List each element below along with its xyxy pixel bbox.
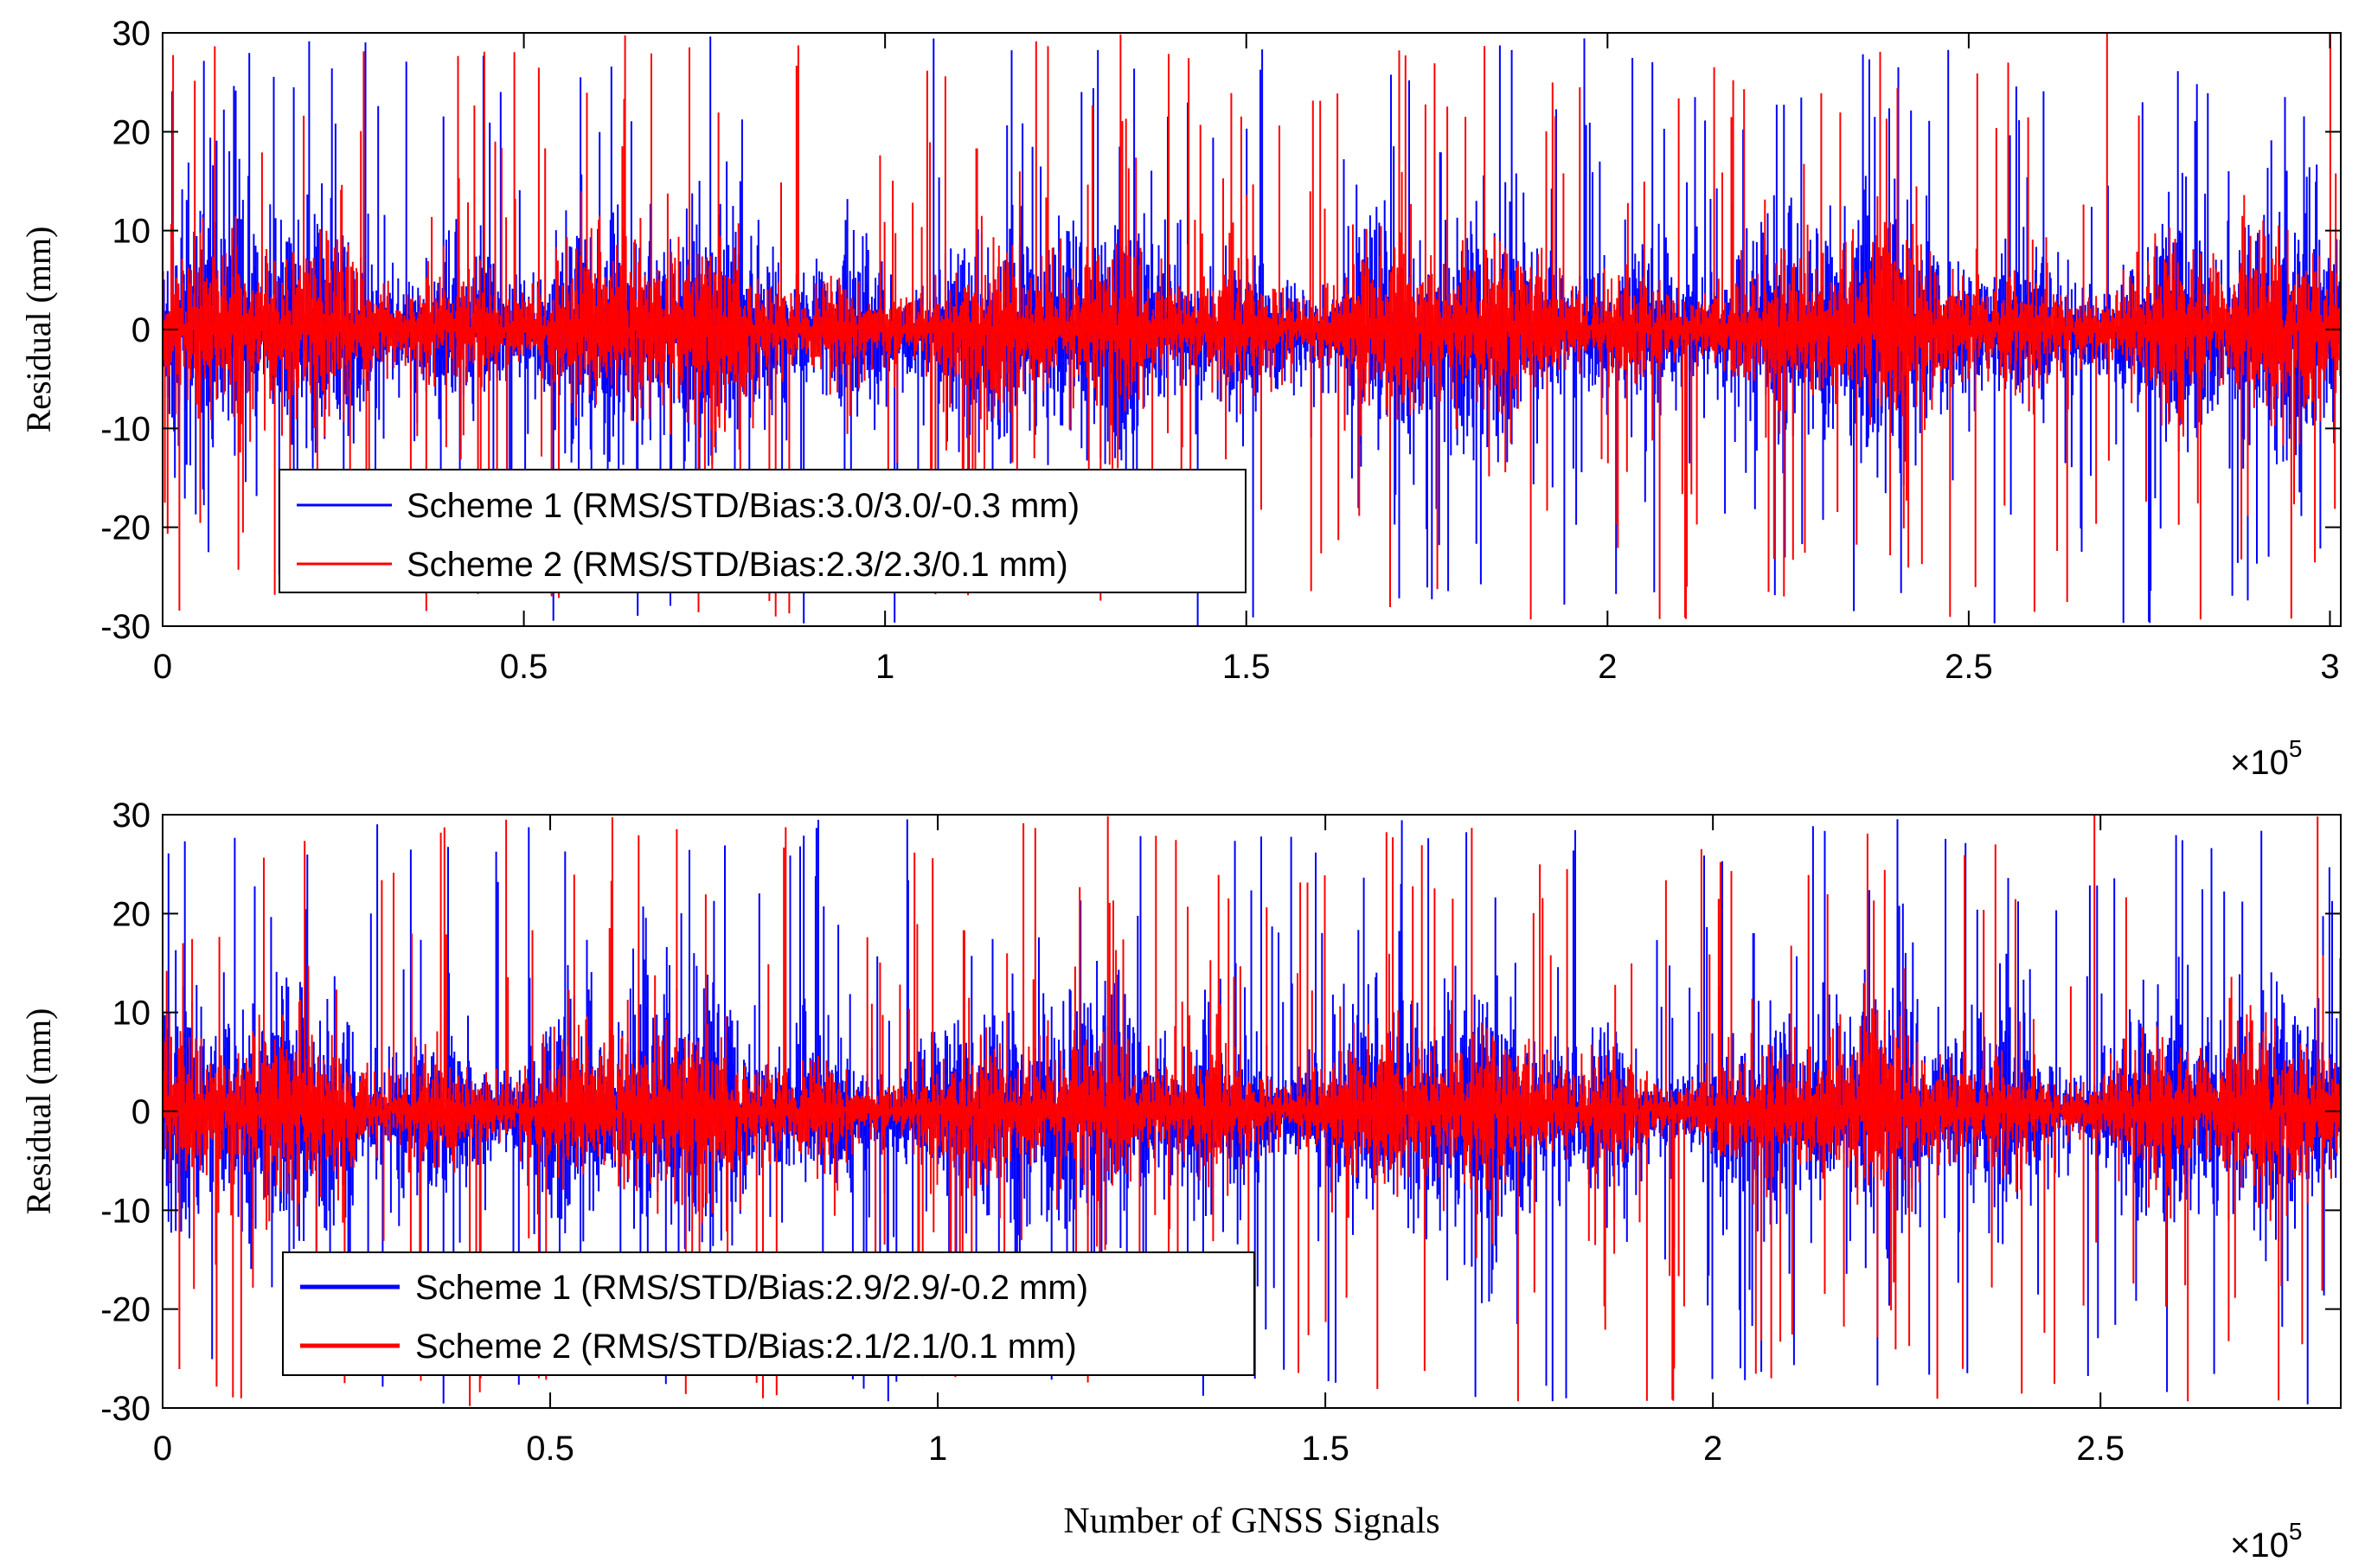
top-legend: Scheme 1 (RMS/STD/Bias:3.0/3.0/-0.3 mm) … (279, 469, 1247, 593)
y-tick-label: -30 (100, 608, 151, 646)
x-tick-label: 0 (153, 648, 172, 686)
x-tick-label: 1 (928, 1430, 947, 1468)
y-tick-label: 10 (112, 213, 151, 251)
x-tick-label: 2 (1598, 648, 1617, 686)
bottom-legend-scheme-2: Scheme 2 (RMS/STD/Bias:2.1/2.1/0.1 mm) (415, 1328, 1077, 1366)
y-tick-label: -10 (100, 1192, 151, 1230)
y-tick-label: 30 (112, 797, 151, 835)
top-x-ticks: 0 0.5 1 1.5 2 2.5 3 (153, 33, 2340, 686)
y-tick-label: -30 (100, 1390, 151, 1428)
bottom-legend: Scheme 1 (RMS/STD/Bias:2.9/2.9/-0.2 mm) … (282, 1251, 1255, 1376)
x-tick-label: 3 (2320, 648, 2339, 686)
top-legend-scheme-2: Scheme 2 (RMS/STD/Bias:2.3/2.3/0.1 mm) (407, 546, 1068, 584)
top-legend-scheme-1: Scheme 1 (RMS/STD/Bias:3.0/3.0/-0.3 mm) (407, 487, 1080, 525)
y-tick-label: 30 (112, 15, 151, 53)
x-tick-label: 0 (153, 1430, 172, 1468)
top-x-exponent: ×105 (2230, 735, 2302, 782)
y-tick-label: 10 (112, 995, 151, 1033)
y-tick-label: -20 (100, 1291, 151, 1329)
y-tick-label: -20 (100, 509, 151, 547)
x-tick-label: 1.5 (1301, 1430, 1349, 1468)
bottom-residual-plot: 30 20 10 0 -10 -20 -30 0 0.5 1 1.5 2 2.5 Residual (… (19, 797, 2342, 1565)
bottom-legend-box (282, 1251, 1255, 1376)
x-tick-label: 2.5 (1945, 648, 1993, 686)
x-tick-label: 1.5 (1222, 648, 1271, 686)
x-tick-label: 2 (1703, 1430, 1722, 1468)
y-tick-label: 20 (112, 113, 151, 151)
x-tick-label: 2.5 (2076, 1430, 2125, 1468)
x-tick-label: 0.5 (526, 1430, 574, 1468)
x-tick-label: 0.5 (500, 648, 548, 686)
bottom-x-exponent: ×105 (2230, 1518, 2302, 1565)
top-residual-plot: 30 20 10 0 -10 -20 -30 0 0.5 1 1.5 2 2.5 3 Residual … (19, 15, 2342, 782)
bottom-x-axis-label: Number of GNSS Signals (1063, 1501, 1439, 1541)
y-tick-label: 20 (112, 895, 151, 933)
top-y-ticks: 30 20 10 0 -10 -20 -30 (100, 15, 2341, 646)
y-tick-label: -10 (100, 410, 151, 448)
top-legend-box (279, 469, 1247, 593)
bottom-y-ticks: 30 20 10 0 -10 -20 -30 (100, 797, 2341, 1428)
y-tick-label: 0 (131, 1093, 151, 1131)
x-tick-label: 1 (875, 648, 894, 686)
y-tick-label: 0 (131, 311, 151, 349)
top-y-axis-label: Residual (mm) (19, 227, 58, 433)
bottom-legend-scheme-1: Scheme 1 (RMS/STD/Bias:2.9/2.9/-0.2 mm) (415, 1269, 1088, 1307)
bottom-x-ticks: 0 0.5 1 1.5 2 2.5 (153, 815, 2125, 1468)
bottom-y-axis-label: Residual (mm) (19, 1008, 58, 1215)
